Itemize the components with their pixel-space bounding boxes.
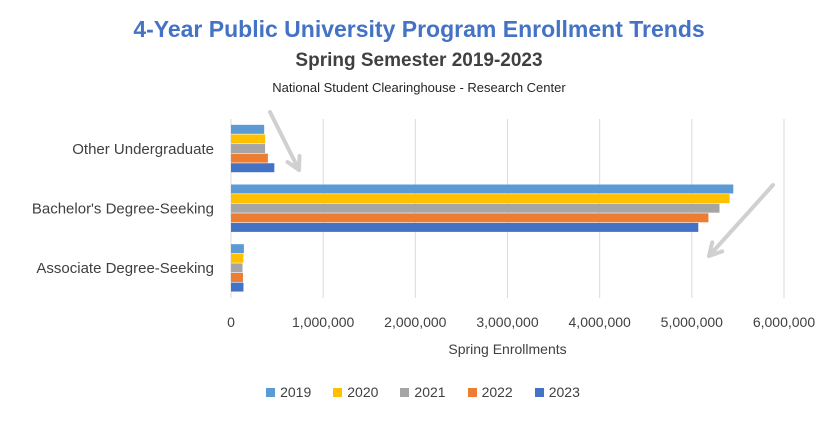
legend-label: 2023 (548, 384, 580, 400)
legend-item: 2019 (266, 384, 311, 400)
bar (231, 144, 266, 154)
x-tick-label: 5,000,000 (661, 314, 723, 330)
x-tick-label: 0 (227, 314, 235, 330)
bar (231, 184, 734, 194)
bar (231, 244, 244, 254)
annotation-arrow-head (285, 154, 302, 172)
legend-item: 2023 (534, 384, 580, 400)
legend-label: 2020 (347, 384, 379, 400)
legend-swatch (333, 387, 343, 397)
chart-title: 4-Year Public University Program Enrollm… (133, 16, 705, 42)
bar (231, 272, 243, 282)
bar (231, 213, 709, 223)
category-label: Associate Degree-Seeking (36, 260, 214, 277)
bar (231, 124, 265, 134)
category-label: Bachelor's Degree-Seeking (32, 201, 214, 218)
bar (231, 282, 244, 292)
x-tick-label: 3,000,000 (476, 314, 538, 330)
legend: 2019 2020 2021 2022 2023 (0, 384, 838, 400)
legend-label: 2022 (481, 384, 513, 400)
x-tick-label: 6,000,000 (753, 314, 815, 330)
legend-swatch (400, 387, 410, 397)
legend-label: 2021 (414, 384, 446, 400)
legend-swatch (266, 387, 276, 397)
bar (231, 263, 243, 273)
bar (231, 203, 720, 213)
category-label: Other Undergraduate (72, 141, 214, 158)
x-tick-label: 1,000,000 (292, 314, 354, 330)
chart-source: National Student Clearinghouse - Researc… (272, 80, 566, 95)
legend-label: 2019 (280, 384, 312, 400)
bar (231, 134, 266, 144)
bar (231, 222, 699, 232)
legend-swatch (467, 387, 477, 397)
annotation-arrow-head (707, 240, 725, 258)
legend-swatch (534, 387, 544, 397)
x-tick-label: 2,000,000 (384, 314, 446, 330)
legend-item: 2021 (400, 384, 446, 400)
legend-item: 2022 (467, 384, 513, 400)
chart-subtitle: Spring Semester 2019-2023 (295, 50, 543, 71)
x-tick-label: 4,000,000 (569, 314, 631, 330)
bar (231, 253, 244, 263)
bar (231, 194, 730, 204)
annotation-arrow (268, 110, 301, 172)
bar (231, 163, 275, 173)
annotation-arrow (707, 183, 775, 258)
x-axis-title: Spring Enrollments (448, 341, 566, 357)
legend-item: 2020 (333, 384, 378, 400)
bar (231, 153, 268, 163)
